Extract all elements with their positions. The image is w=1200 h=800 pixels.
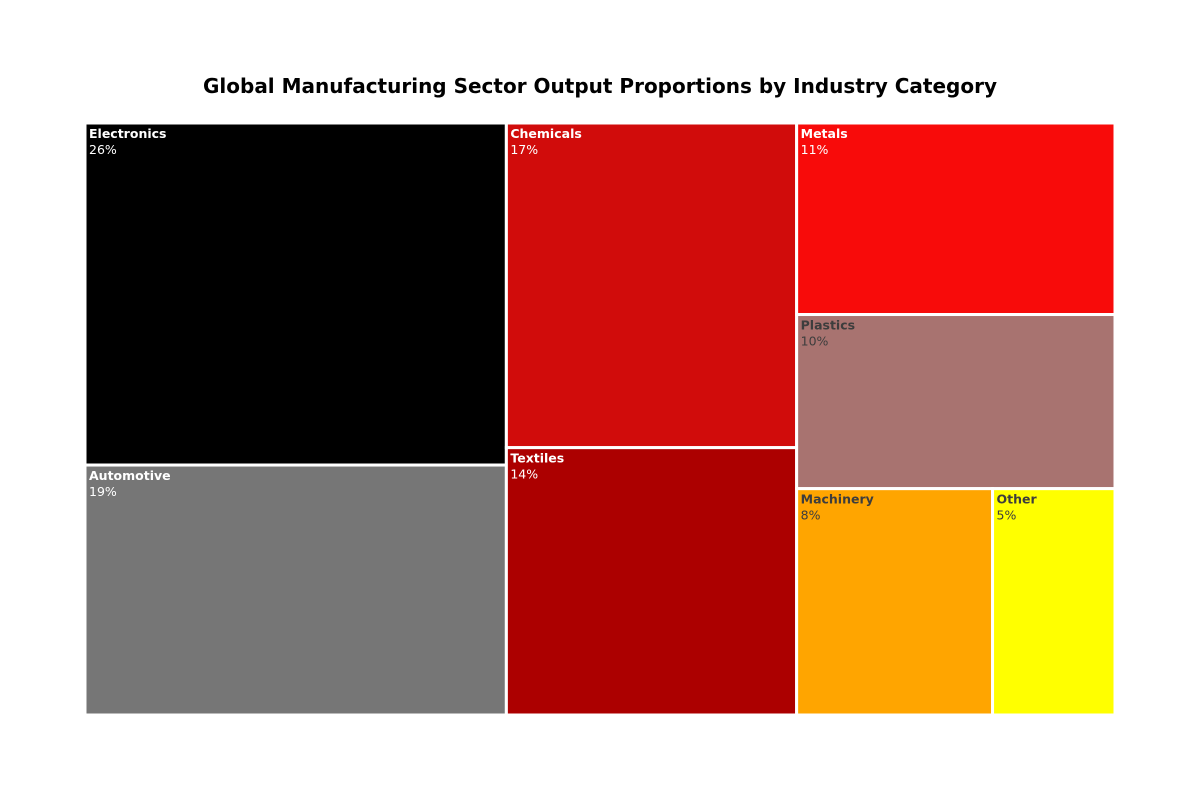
- tile-label-electronics: Electronics: [89, 126, 166, 141]
- tile-label-textiles: Textiles: [510, 451, 564, 466]
- tile-value-textiles: 14%: [510, 467, 538, 482]
- tile-label-other: Other: [997, 492, 1038, 507]
- tile-label-metals: Metals: [801, 126, 848, 141]
- tile-rect-machinery: [795, 487, 995, 717]
- tile-value-machinery: 8%: [801, 508, 821, 523]
- chart-title: Global Manufacturing Sector Output Propo…: [202, 74, 997, 98]
- tile-rect-chemicals: [504, 121, 799, 450]
- tile-label-plastics: Plastics: [801, 318, 855, 333]
- tile-value-electronics: 26%: [89, 142, 117, 157]
- tile-label-chemicals: Chemicals: [510, 126, 581, 141]
- tile-rect-textiles: [504, 446, 799, 717]
- tile-rect-metals: [795, 121, 1117, 317]
- tile-value-plastics: 10%: [801, 334, 829, 349]
- tile-value-other: 5%: [997, 508, 1017, 523]
- tile-rect-other: [991, 487, 1117, 717]
- tile-rect-plastics: [795, 313, 1117, 491]
- tile-value-automotive: 19%: [89, 484, 117, 499]
- tile-rect-electronics: [83, 121, 508, 467]
- tile-value-chemicals: 17%: [510, 142, 538, 157]
- tile-value-metals: 11%: [801, 142, 829, 157]
- tile-rect-automotive: [83, 463, 508, 717]
- tile-label-machinery: Machinery: [801, 492, 874, 507]
- tile-label-automotive: Automotive: [89, 468, 171, 483]
